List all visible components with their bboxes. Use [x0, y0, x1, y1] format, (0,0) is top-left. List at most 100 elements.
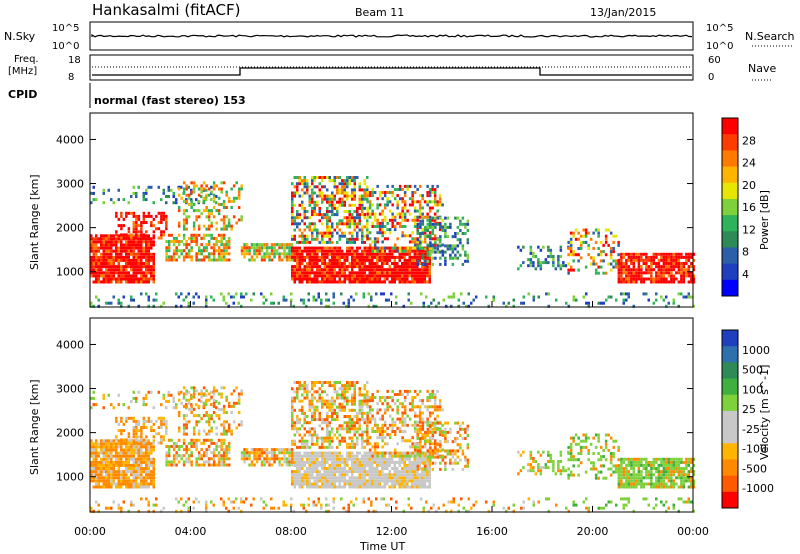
power-cell — [393, 277, 396, 281]
power-cell — [105, 280, 108, 284]
power-cell — [647, 265, 651, 269]
power-cell — [426, 225, 430, 229]
velocity-cell — [356, 381, 359, 384]
velocity-cell — [182, 392, 186, 396]
velocity-cell — [321, 454, 324, 458]
velocity-cell — [328, 463, 331, 467]
power-cell — [592, 262, 595, 266]
power-cell — [175, 236, 178, 240]
velocity-cell — [140, 479, 143, 483]
velocity-cell — [145, 439, 148, 443]
velocity-cell — [393, 482, 396, 486]
power-cell — [665, 271, 668, 275]
velocity-cell — [248, 463, 251, 467]
power-cell — [436, 216, 440, 220]
power-cell — [187, 215, 191, 219]
velocity-cell — [172, 454, 176, 458]
power-cell — [338, 237, 341, 241]
power-cell — [403, 191, 407, 194]
power-cell — [353, 225, 356, 229]
power-cell — [288, 243, 291, 247]
velocity-cell — [227, 445, 231, 448]
velocity-cell — [255, 451, 259, 455]
power-cell — [112, 258, 115, 262]
power-cell — [625, 292, 628, 296]
power-cell — [225, 301, 228, 305]
velocity-cell — [408, 457, 411, 461]
power-cell — [413, 221, 417, 225]
power-cell — [343, 234, 346, 238]
power-cell — [296, 262, 299, 265]
velocity-cell — [130, 400, 133, 403]
power-cell — [220, 258, 223, 262]
power-cell — [416, 249, 419, 253]
velocity-cell — [333, 387, 336, 391]
velocity-cell — [348, 479, 351, 483]
power-cell — [140, 252, 143, 256]
velocity-cell — [296, 387, 299, 391]
velocity-cell — [351, 451, 354, 455]
velocity-cell — [351, 436, 354, 440]
velocity-cell — [162, 396, 165, 400]
velocity-cell — [165, 432, 168, 436]
velocity-cell — [172, 463, 176, 467]
velocity-cell — [105, 439, 108, 443]
power-cell — [162, 217, 166, 221]
velocity-cell — [115, 435, 118, 439]
power-cell — [225, 258, 228, 262]
velocity-cell — [235, 426, 238, 430]
power-cell — [95, 262, 98, 265]
power-cell — [348, 237, 351, 241]
velocity-cell — [110, 463, 113, 467]
power-cell — [539, 267, 543, 271]
power-cell — [627, 265, 631, 269]
power-cell — [308, 246, 311, 250]
power-cell — [207, 252, 211, 256]
power-cell — [604, 240, 608, 244]
velocity-cell — [100, 439, 103, 443]
power-cell — [250, 246, 254, 250]
power-cell — [293, 274, 296, 278]
power-cell — [435, 304, 438, 308]
velocity-cell — [328, 467, 331, 470]
velocity-cell — [140, 448, 143, 452]
velocity-cell — [341, 467, 344, 470]
power-cell — [423, 255, 426, 259]
velocity-cell — [175, 457, 178, 461]
power-cell — [318, 231, 321, 235]
power-cell — [544, 258, 548, 262]
power-cell — [361, 249, 364, 253]
power-cell — [142, 217, 146, 221]
velocity-cell — [182, 438, 186, 442]
power-cell — [351, 179, 354, 183]
power-cell — [187, 243, 191, 247]
power-cell — [296, 225, 299, 229]
velocity-cell — [411, 479, 414, 483]
velocity-cell — [110, 460, 113, 464]
velocity-cell — [336, 436, 339, 440]
power-cell — [368, 277, 371, 281]
velocity-cell — [207, 423, 211, 427]
power-cell — [293, 203, 296, 207]
velocity-cell — [316, 405, 319, 409]
power-cell — [313, 222, 316, 226]
velocity-cell — [378, 457, 381, 461]
power-cell — [637, 271, 641, 275]
power-cell — [333, 262, 336, 265]
velocity-cell — [303, 384, 306, 388]
velocity-cell — [343, 482, 346, 486]
power-cell — [326, 246, 329, 250]
velocity-cell — [240, 420, 243, 424]
power-cell — [356, 234, 359, 238]
power-cell — [416, 222, 420, 226]
power-cell — [662, 298, 665, 302]
power-cell — [655, 252, 658, 256]
power-cell — [672, 298, 675, 302]
power-cell — [220, 181, 223, 185]
power-cell — [401, 262, 404, 265]
power-cell — [376, 218, 379, 222]
velocity-cell — [331, 402, 334, 406]
velocity-cell — [167, 448, 171, 452]
power-cell — [406, 188, 409, 191]
